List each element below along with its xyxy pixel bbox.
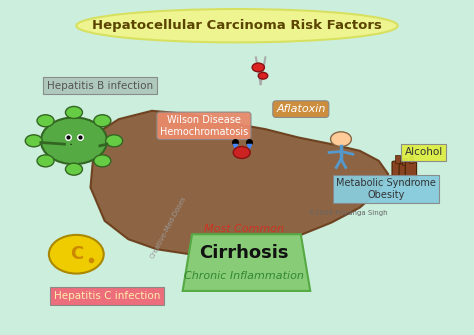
Circle shape	[233, 146, 250, 158]
Circle shape	[65, 163, 82, 175]
Circle shape	[37, 115, 54, 127]
Circle shape	[41, 118, 107, 164]
Circle shape	[65, 107, 82, 119]
Text: Hepatitis B infection: Hepatitis B infection	[47, 81, 153, 91]
Circle shape	[330, 132, 351, 146]
FancyBboxPatch shape	[409, 156, 413, 163]
Polygon shape	[91, 111, 388, 254]
Circle shape	[37, 155, 54, 167]
Circle shape	[252, 63, 264, 72]
Text: Creative-Med-Doses: Creative-Med-Doses	[149, 195, 188, 260]
FancyBboxPatch shape	[395, 155, 400, 163]
Text: Aflatoxin: Aflatoxin	[276, 104, 326, 114]
Text: Cirrhosis: Cirrhosis	[200, 244, 289, 262]
Text: ©2009 Priyanga Singh: ©2009 Priyanga Singh	[308, 209, 388, 216]
FancyBboxPatch shape	[392, 161, 403, 184]
Text: Most Common: Most Common	[204, 224, 284, 234]
FancyBboxPatch shape	[405, 162, 417, 184]
Circle shape	[25, 135, 42, 147]
Circle shape	[106, 135, 123, 147]
Text: Hepatocellular Carcinoma Risk Factors: Hepatocellular Carcinoma Risk Factors	[92, 18, 382, 31]
Text: C: C	[70, 245, 83, 263]
Polygon shape	[182, 234, 310, 291]
Text: Wilson Disease
Hemochromatosis: Wilson Disease Hemochromatosis	[160, 115, 248, 137]
Circle shape	[49, 235, 104, 274]
Text: Metabolic Syndrome
Obesity: Metabolic Syndrome Obesity	[336, 178, 436, 200]
Ellipse shape	[76, 9, 398, 43]
FancyBboxPatch shape	[402, 158, 407, 165]
Text: Hepatitis C infection: Hepatitis C infection	[54, 291, 160, 301]
Circle shape	[94, 115, 111, 127]
Text: Alcohol: Alcohol	[404, 147, 443, 157]
Circle shape	[94, 155, 111, 167]
FancyBboxPatch shape	[399, 164, 410, 184]
Text: Chronic Inflammation: Chronic Inflammation	[184, 271, 304, 281]
Circle shape	[258, 72, 268, 79]
